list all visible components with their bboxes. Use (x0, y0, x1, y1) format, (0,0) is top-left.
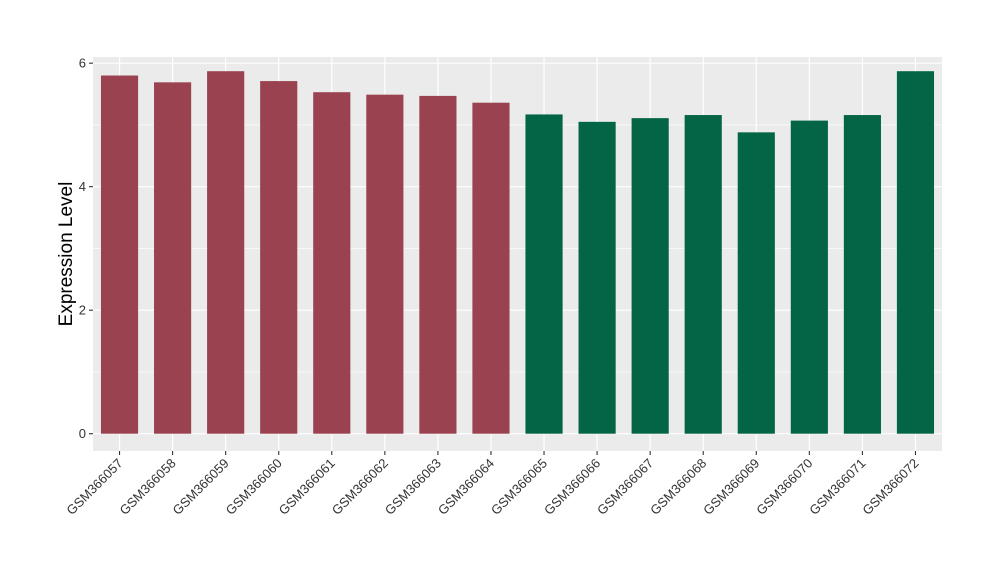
bar-GSM366063 (419, 95, 457, 434)
bar-GSM366059 (207, 71, 245, 434)
x-tick-label: GSM366068 (647, 456, 709, 518)
bar-GSM366072 (896, 71, 935, 434)
y-tick-label: 4 (79, 179, 86, 194)
y-tick-label: 0 (79, 426, 86, 441)
x-tick-label: GSM366069 (700, 456, 762, 518)
x-tick-label: GSM366060 (223, 456, 285, 518)
x-tick-label: GSM366058 (116, 456, 178, 518)
y-tick-label: 2 (79, 303, 86, 318)
bar-GSM366058 (154, 82, 192, 434)
x-tick-label: GSM366071 (806, 456, 868, 518)
bars (100, 71, 935, 434)
x-tick-label: GSM366070 (753, 456, 815, 518)
bar-GSM366070 (790, 120, 828, 434)
x-axis: GSM366057GSM366058GSM366059GSM366060GSM3… (63, 451, 922, 518)
x-tick-label: GSM366063 (382, 456, 444, 518)
x-tick-label: GSM366064 (435, 456, 497, 518)
x-tick-label: GSM366065 (488, 456, 550, 518)
x-tick-label: GSM366066 (541, 456, 603, 518)
bar-GSM366060 (260, 81, 298, 434)
bar-GSM366067 (631, 118, 669, 434)
x-tick-label: GSM366057 (63, 456, 125, 518)
x-tick-label: GSM366072 (859, 456, 921, 518)
bar-GSM366066 (578, 121, 616, 434)
x-tick-label: GSM366067 (594, 456, 656, 518)
bar-GSM366061 (313, 92, 351, 434)
bar-GSM366057 (100, 75, 139, 434)
bar-GSM366069 (737, 132, 775, 434)
bar-GSM366064 (472, 102, 510, 434)
y-axis: 0 2 4 6 (79, 56, 93, 441)
bar-GSM366062 (366, 94, 404, 434)
y-axis-title: Expression Level (56, 182, 77, 327)
y-tick-label: 6 (79, 56, 86, 71)
bar-GSM366068 (684, 115, 722, 434)
x-tick-label: GSM366062 (329, 456, 391, 518)
bar-GSM366065 (525, 114, 563, 434)
x-tick-label: GSM366059 (170, 456, 232, 518)
x-tick-label: GSM366061 (276, 456, 338, 518)
bar-GSM366071 (843, 115, 881, 434)
